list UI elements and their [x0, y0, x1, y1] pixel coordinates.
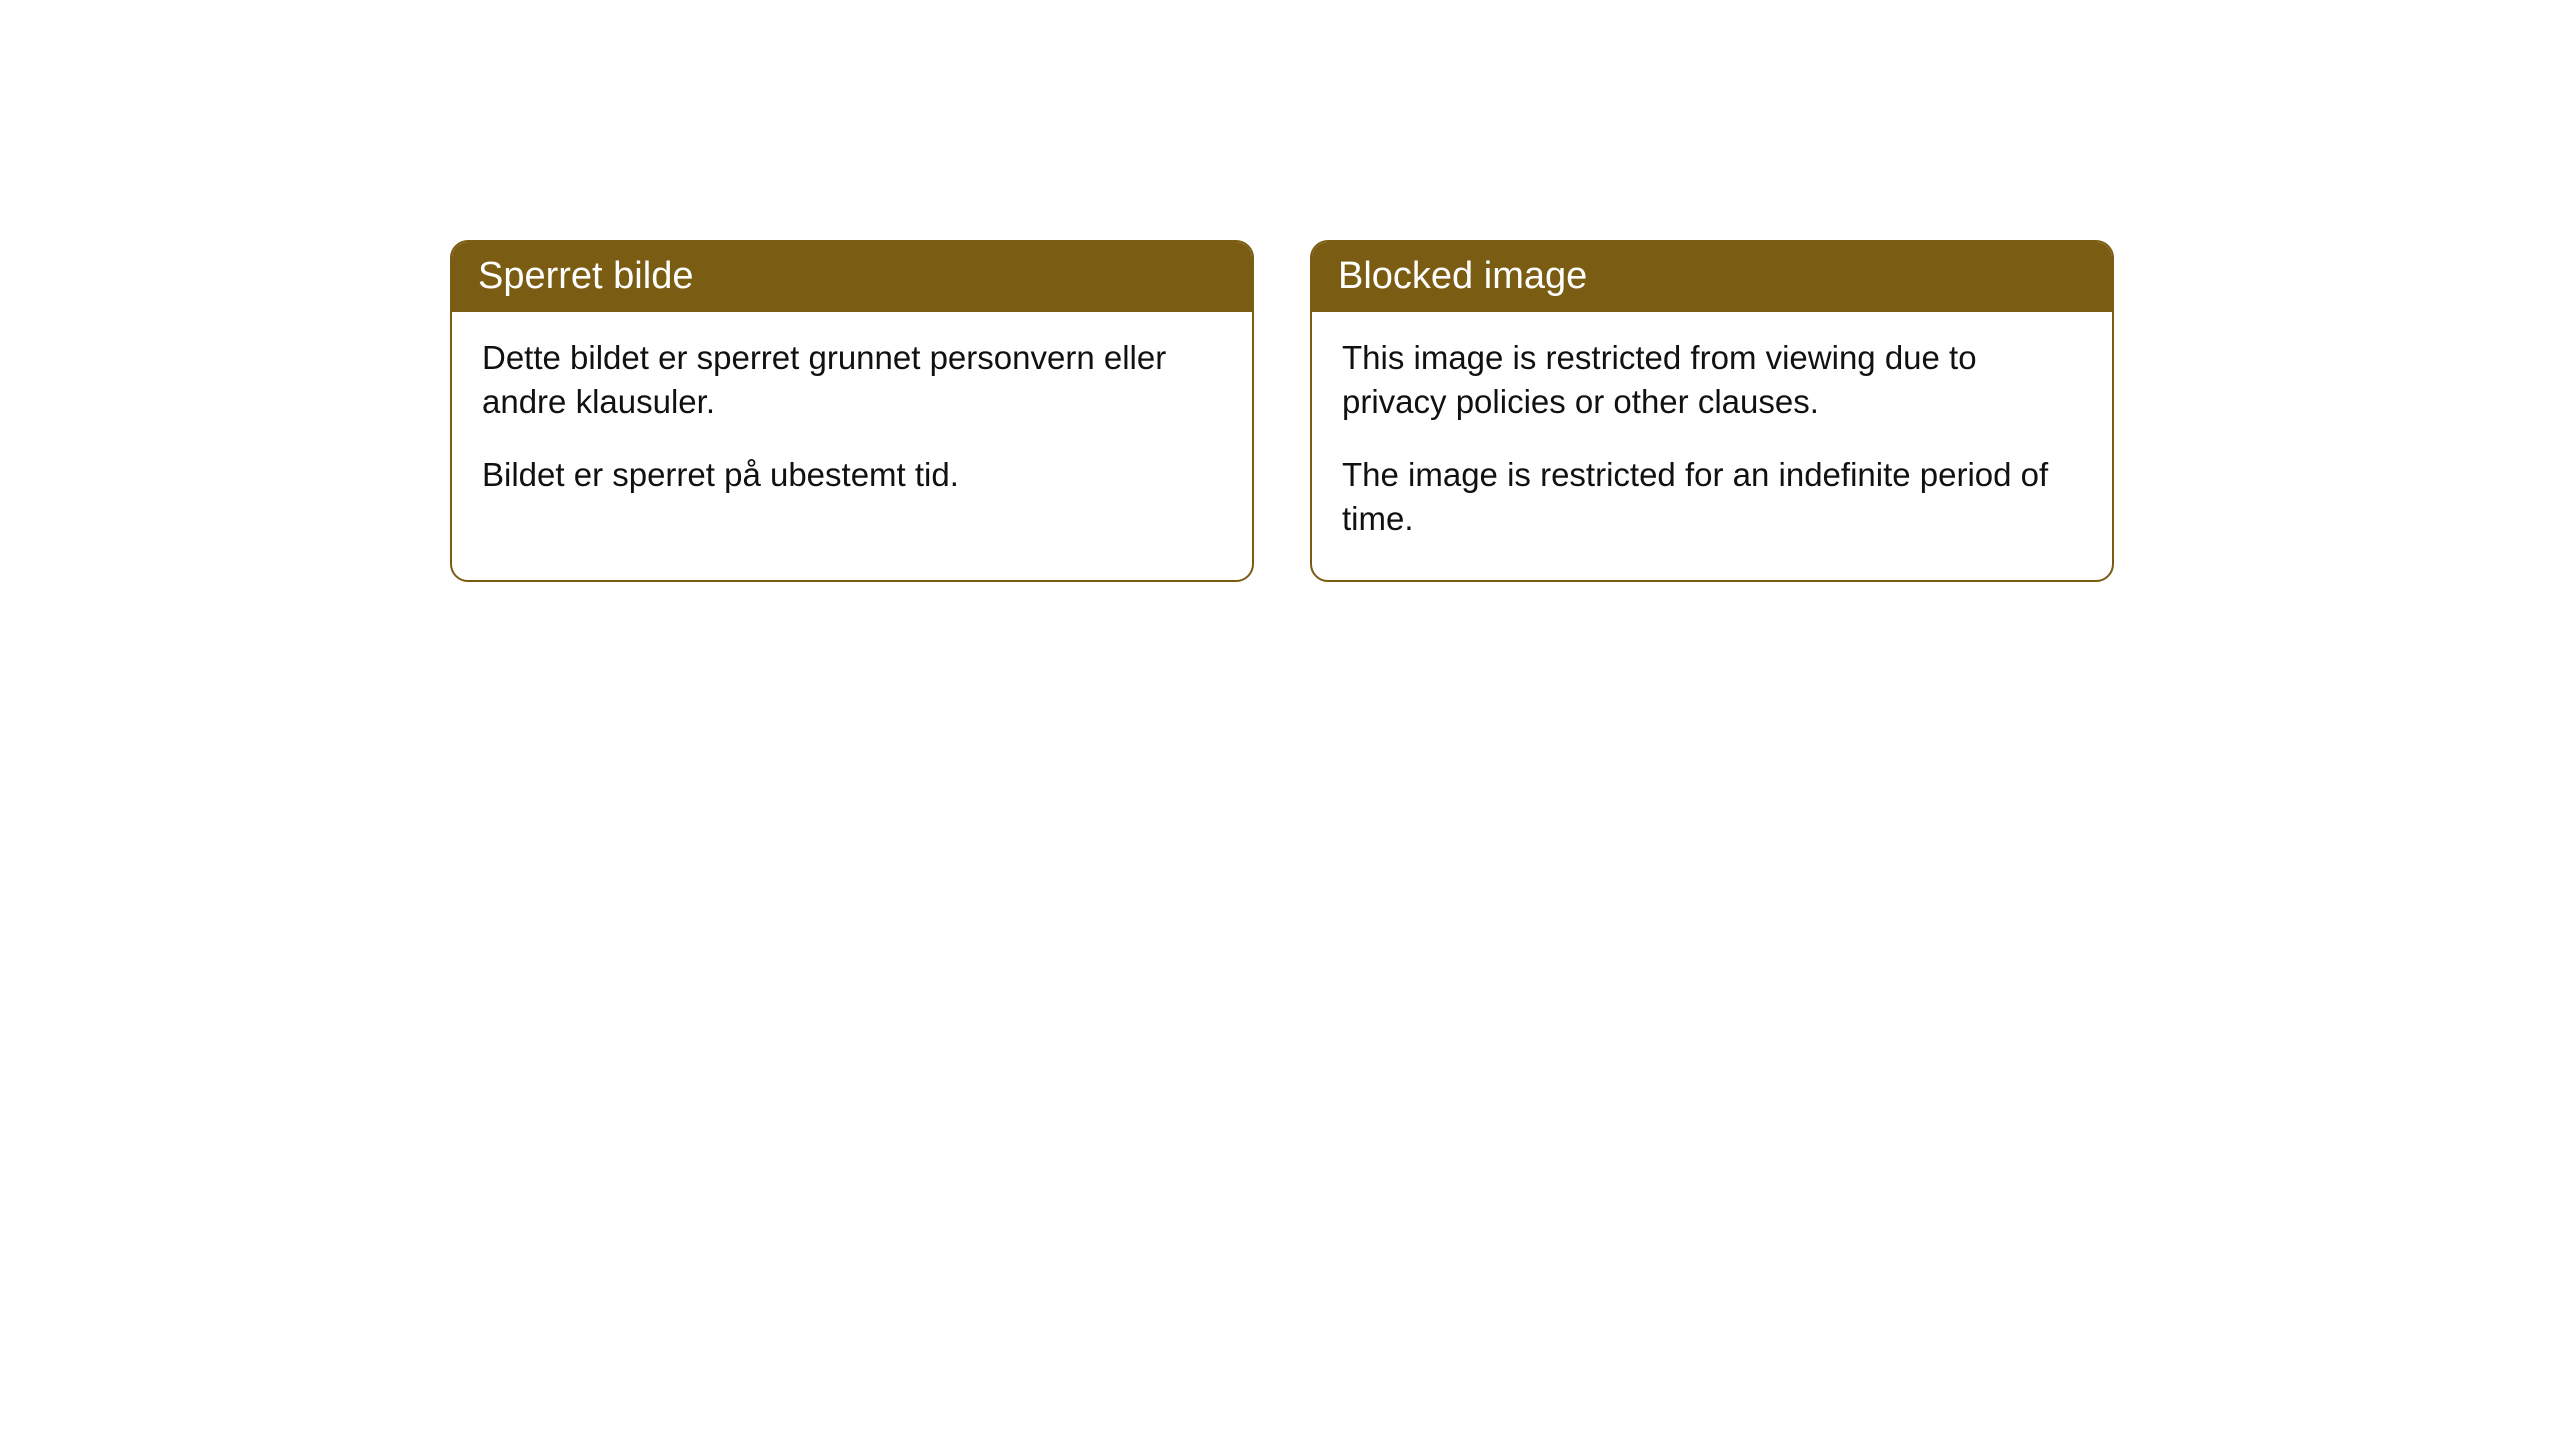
card-body: Dette bildet er sperret grunnet personve… — [452, 312, 1252, 536]
card-header: Blocked image — [1312, 242, 2112, 312]
card-paragraph: Bildet er sperret på ubestemt tid. — [482, 453, 1222, 498]
notice-cards-container: Sperret bilde Dette bildet er sperret gr… — [0, 0, 2560, 582]
card-header: Sperret bilde — [452, 242, 1252, 312]
card-paragraph: This image is restricted from viewing du… — [1342, 336, 2082, 425]
notice-card-english: Blocked image This image is restricted f… — [1310, 240, 2114, 582]
notice-card-norwegian: Sperret bilde Dette bildet er sperret gr… — [450, 240, 1254, 582]
card-title: Blocked image — [1338, 255, 1587, 297]
card-paragraph: The image is restricted for an indefinit… — [1342, 453, 2082, 542]
card-paragraph: Dette bildet er sperret grunnet personve… — [482, 336, 1222, 425]
card-title: Sperret bilde — [478, 255, 693, 297]
card-body: This image is restricted from viewing du… — [1312, 312, 2112, 580]
